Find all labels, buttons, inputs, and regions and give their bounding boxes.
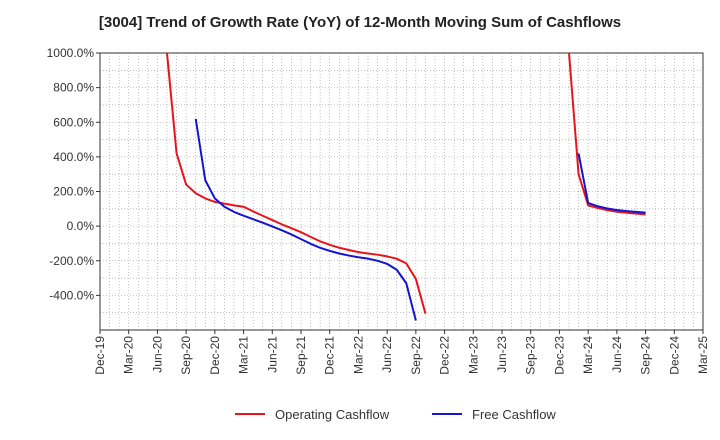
series-line-operating-cashflow	[166, 53, 427, 314]
series-line-operating-cashflow	[568, 53, 646, 216]
x-tick-label: Mar-20	[122, 336, 136, 374]
chart-title: [3004] Trend of Growth Rate (YoY) of 12-…	[98, 14, 622, 31]
y-tick-label: -400.0%	[49, 288, 94, 302]
x-tick-label: Jun-21	[265, 336, 279, 373]
x-tick-label: Dec-20	[208, 336, 222, 375]
x-tick-label: Mar-21	[237, 336, 251, 374]
legend-label-operating-cashflow: Operating Cashflow	[275, 407, 390, 422]
x-tick-label: Jun-22	[380, 336, 394, 373]
x-tick-label: Mar-25	[696, 336, 710, 374]
x-tick-label: Dec-23	[552, 336, 566, 375]
grid-layer	[100, 53, 703, 330]
x-tick-label: Sep-22	[409, 336, 423, 375]
series-line-free-cashflow	[577, 153, 646, 214]
series-line-free-cashflow	[194, 118, 417, 321]
x-tick-label: Mar-23	[466, 336, 480, 374]
y-tick-label: 600.0%	[53, 115, 94, 129]
x-tick-label: Mar-24	[581, 336, 595, 374]
x-tick-label: Mar-22	[351, 336, 365, 374]
y-tick-label: 0.0%	[67, 219, 95, 233]
x-tick-label: Dec-24	[667, 336, 681, 375]
x-tick-label: Dec-19	[93, 336, 107, 375]
x-tick-label: Sep-21	[294, 336, 308, 375]
x-tick-label: Sep-23	[524, 336, 538, 375]
legend: Operating Cashflow Free Cashflow	[235, 407, 556, 422]
legend-label-free-cashflow: Free Cashflow	[472, 407, 556, 422]
x-tick-label: Jun-20	[150, 336, 164, 373]
y-tick-label: 400.0%	[53, 150, 94, 164]
series-layer	[166, 53, 646, 321]
x-tick-label: Jun-23	[495, 336, 509, 373]
axis-layer: 1000.0% 800.0% 600.0% 400.0% 200.0% 0.0% -200.…	[47, 46, 710, 375]
y-tick-label: 800.0%	[53, 81, 94, 95]
x-tick-label: Jun-24	[610, 336, 624, 373]
y-tick-label: 200.0%	[53, 185, 94, 199]
y-tick-label: 1000.0%	[47, 46, 95, 60]
x-tick-label: Sep-20	[179, 336, 193, 375]
x-tick-label: Dec-21	[323, 336, 337, 375]
x-tick-label: Dec-22	[438, 336, 452, 375]
y-tick-label: -200.0%	[49, 254, 94, 268]
x-tick-label: Sep-24	[639, 336, 653, 375]
